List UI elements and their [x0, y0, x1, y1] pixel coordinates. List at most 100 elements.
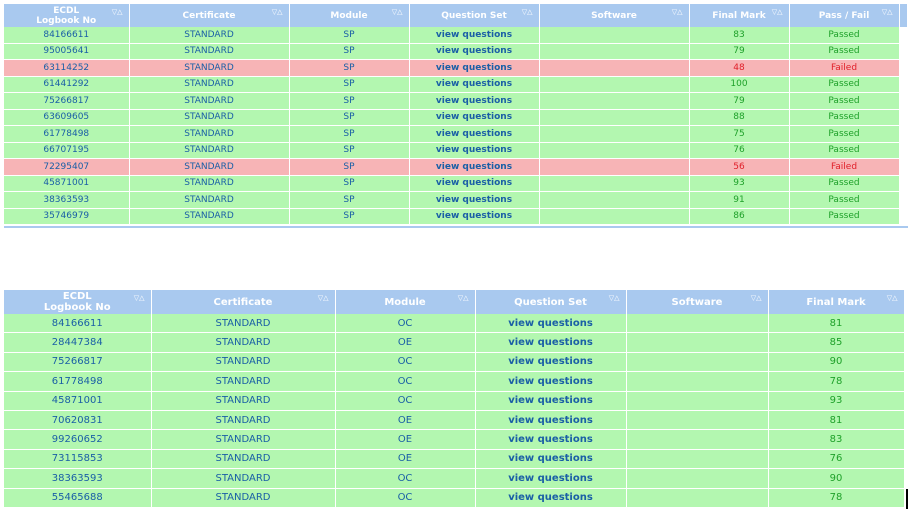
pass-fail-cell: Passed [789, 125, 900, 143]
final-mark-cell: 75 [689, 125, 790, 143]
logbook-number-cell: 38363593 [4, 468, 152, 489]
view-questions-link[interactable]: view questions [409, 208, 540, 225]
sort-icon[interactable]: ▽△ [608, 294, 620, 302]
software-cell [626, 352, 769, 373]
sort-icon[interactable]: ▽△ [271, 8, 283, 16]
software-cell [539, 27, 690, 44]
view-questions-link[interactable]: view questions [475, 449, 627, 470]
view-questions-link[interactable]: view questions [475, 429, 627, 450]
sort-icon[interactable]: ▽△ [671, 8, 683, 16]
col-header-ecdl-line1: ECDL [62, 291, 92, 302]
row-tail [899, 208, 907, 225]
software-cell [626, 314, 769, 334]
view-questions-link[interactable]: view questions [409, 59, 540, 77]
view-questions-link[interactable]: view questions [475, 332, 627, 353]
final-mark-cell: 93 [768, 391, 905, 411]
certificate-cell: STANDARD [129, 208, 290, 225]
col-header-final-mark-label: Final Mark [712, 10, 766, 21]
view-questions-link[interactable]: view questions [409, 109, 540, 126]
table-row: 61441292 STANDARD SP view questions 100 Passe… [4, 76, 907, 93]
logbook-number-cell: 99260652 [4, 429, 152, 450]
final-mark-cell: 91 [689, 191, 790, 209]
module-cell: OE [335, 332, 476, 353]
col-header-final-mark[interactable]: Final Mark ▽△ [689, 4, 790, 27]
view-questions-link[interactable]: view questions [409, 191, 540, 209]
view-questions-link[interactable]: view questions [475, 488, 627, 508]
view-questions-link[interactable]: view questions [409, 142, 540, 159]
col-header-module[interactable]: Module ▽△ [289, 4, 410, 27]
sort-icon[interactable]: ▽△ [391, 8, 403, 16]
certificate-cell: STANDARD [129, 158, 290, 176]
software-cell [539, 92, 690, 110]
pass-fail-cell: Failed [789, 158, 900, 176]
sort-icon[interactable]: ▽△ [133, 294, 145, 302]
final-mark-cell: 78 [768, 488, 905, 508]
col-header-certificate-label: Certificate [182, 10, 236, 21]
col-header-certificate[interactable]: Certificate ▽△ [129, 4, 290, 27]
col-header-question-set-label: Question Set [441, 10, 507, 21]
view-questions-link[interactable]: view questions [475, 410, 627, 431]
certificate-cell: STANDARD [129, 125, 290, 143]
table-row: 84166611 STANDARD SP view questions 83 Passed [4, 27, 907, 44]
final-mark-cell: 79 [689, 43, 790, 60]
pass-fail-cell: Passed [789, 92, 900, 110]
col-header-software-label: Software [591, 10, 637, 21]
view-questions-link[interactable]: view questions [409, 158, 540, 176]
row-tail [899, 175, 907, 192]
sort-icon[interactable]: ▽△ [457, 294, 469, 302]
sort-icon[interactable]: ▽△ [886, 294, 898, 302]
row-tail [899, 142, 907, 159]
col-header-software[interactable]: Software ▽△ [626, 290, 769, 314]
row-tail [899, 92, 907, 110]
row-tail [904, 468, 908, 489]
sort-icon[interactable]: ▽△ [771, 8, 783, 16]
sort-icon[interactable]: ▽△ [750, 294, 762, 302]
col-header-pass-fail[interactable]: Pass / Fail ▽△ [789, 4, 900, 27]
certificate-cell: STANDARD [129, 175, 290, 192]
row-tail [899, 76, 907, 93]
sort-icon[interactable]: ▽△ [111, 8, 123, 16]
view-questions-link[interactable]: view questions [409, 125, 540, 143]
col-header-question-set[interactable]: Question Set ▽△ [475, 290, 627, 314]
view-questions-link[interactable]: view questions [409, 76, 540, 93]
sort-icon[interactable]: ▽△ [317, 294, 329, 302]
col-header-module[interactable]: Module ▽△ [335, 290, 476, 314]
software-cell [539, 59, 690, 77]
col-header-question-set[interactable]: Question Set ▽△ [409, 4, 540, 27]
row-tail [899, 125, 907, 143]
final-mark-cell: 85 [768, 332, 905, 353]
header-tail [899, 4, 907, 27]
sort-icon[interactable]: ▽△ [881, 8, 893, 16]
view-questions-link[interactable]: view questions [475, 468, 627, 489]
table-row: 55465688 STANDARD OC view questions 78 [4, 488, 908, 508]
view-questions-link[interactable]: view questions [475, 314, 627, 334]
logbook-number-cell: 75266817 [4, 92, 130, 110]
software-cell [626, 449, 769, 470]
view-questions-link[interactable]: view questions [409, 27, 540, 44]
col-header-ecdl-logbook[interactable]: ECDL Logbook No ▽△ [4, 290, 152, 314]
final-mark-cell: 90 [768, 468, 905, 489]
pass-fail-cell: Passed [789, 208, 900, 225]
row-tail [904, 449, 908, 470]
row-tail [899, 43, 907, 60]
logbook-number-cell: 70620831 [4, 410, 152, 431]
certificate-cell: STANDARD [129, 109, 290, 126]
logbook-number-cell: 66707195 [4, 142, 130, 159]
sort-icon[interactable]: ▽△ [521, 8, 533, 16]
module-cell: OC [335, 488, 476, 508]
view-questions-link[interactable]: view questions [409, 92, 540, 110]
logbook-number-cell: 55465688 [4, 488, 152, 508]
final-mark-cell: 88 [689, 109, 790, 126]
view-questions-link[interactable]: view questions [475, 352, 627, 373]
col-header-final-mark[interactable]: Final Mark ▽△ [768, 290, 905, 314]
table-row: 72295407 STANDARD SP view questions 56 Failed [4, 158, 907, 176]
col-header-certificate[interactable]: Certificate ▽△ [151, 290, 336, 314]
col-header-software[interactable]: Software ▽△ [539, 4, 690, 27]
view-questions-link[interactable]: view questions [475, 371, 627, 392]
final-mark-cell: 90 [768, 352, 905, 373]
view-questions-link[interactable]: view questions [475, 391, 627, 411]
view-questions-link[interactable]: view questions [409, 43, 540, 60]
col-header-ecdl-logbook[interactable]: ECDL Logbook No ▽△ [4, 4, 130, 27]
view-questions-link[interactable]: view questions [409, 175, 540, 192]
pass-fail-cell: Failed [789, 59, 900, 77]
